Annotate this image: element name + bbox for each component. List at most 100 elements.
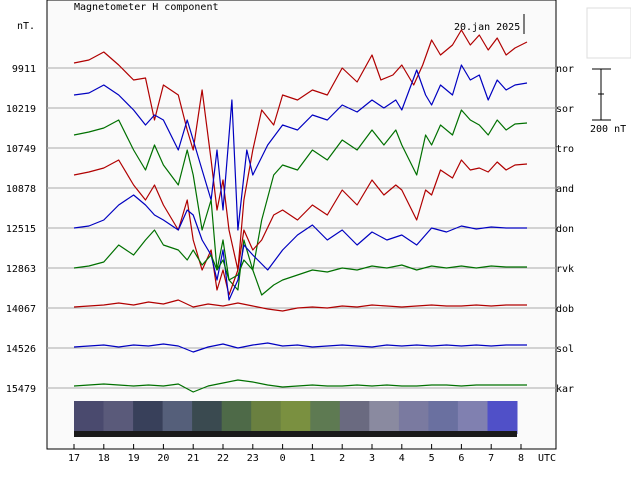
keogram-column (280, 401, 289, 434)
station-label-tro: tro (556, 144, 574, 155)
series-line-and (73, 159, 528, 296)
x-tick-label: 18 (98, 453, 110, 464)
keogram-column (450, 401, 459, 434)
x-tick-label: 20 (157, 453, 169, 464)
keogram-column (465, 401, 474, 434)
y-unit-label: nT. (17, 21, 35, 32)
x-unit-label: UTC (538, 453, 556, 464)
series-traces (73, 29, 528, 393)
keogram-column (273, 401, 282, 434)
keogram-column (88, 401, 97, 434)
baseline-value-and: 10878 (6, 184, 36, 195)
station-label-and: and (556, 184, 574, 195)
baseline-value-sor: 10219 (6, 104, 36, 115)
keogram-column (443, 401, 452, 434)
keogram-column (229, 401, 237, 434)
baseline-value-tro: 10749 (6, 144, 36, 155)
plot-area (46, 0, 557, 450)
x-tick-label: 17 (68, 453, 80, 464)
x-tick-label: 1 (309, 453, 315, 464)
keogram-column (214, 401, 223, 434)
keogram-column (192, 401, 200, 434)
keogram-column (317, 401, 326, 434)
keogram-column (118, 401, 127, 434)
keogram-column (376, 401, 385, 434)
keogram-column (170, 401, 178, 434)
date-label: 20.jan 2025 (454, 22, 520, 33)
keogram-column (339, 401, 348, 434)
keogram-column (288, 401, 296, 434)
x-tick-label: 21 (187, 453, 199, 464)
keogram-column (310, 401, 319, 434)
keogram-column (369, 401, 378, 434)
x-tick-label: 3 (369, 453, 375, 464)
baseline-labels: 9911 10219 10749 10878 12515 12863 14067 14526 1… (6, 64, 36, 395)
keogram-column (509, 401, 518, 434)
baseline-value-rvk: 12863 (6, 264, 36, 275)
keogram-column (494, 401, 503, 434)
baseline-value-nor: 9911 (12, 64, 36, 75)
keogram-column (487, 401, 496, 434)
keogram-column (177, 401, 186, 434)
keogram-column (81, 401, 90, 434)
station-label-sor: sor (556, 104, 574, 115)
station-label-rvk: rvk (556, 264, 574, 275)
station-labels: nor sor tro and don rvk dob sol kar (556, 64, 574, 395)
keogram-ground-band (74, 431, 517, 437)
keogram-column (221, 401, 230, 434)
station-label-don: don (556, 224, 574, 235)
keogram-column (236, 401, 245, 434)
keogram-column (398, 401, 407, 434)
series-line-rvk (73, 229, 527, 296)
x-tick-label: 0 (280, 453, 286, 464)
x-tick-label: 5 (429, 453, 435, 464)
chart-title: Magnetometer H component (74, 2, 219, 13)
x-tick-label: 19 (128, 453, 140, 464)
baseline-value-don: 12515 (6, 224, 36, 235)
keogram-column (406, 401, 415, 434)
keogram-column (480, 401, 488, 434)
series-line-sol (73, 342, 527, 353)
station-label-kar: kar (556, 384, 574, 395)
station-label-nor: nor (556, 64, 574, 75)
keogram-column (140, 401, 149, 434)
series-line-dob (73, 299, 527, 312)
keogram-column (162, 401, 171, 434)
series-line-nor (73, 29, 528, 271)
series-line-sor (73, 64, 528, 231)
keogram-column (184, 401, 193, 434)
x-tick-label: 6 (458, 453, 464, 464)
x-tick-label: 2 (339, 453, 345, 464)
keogram-column (354, 401, 363, 434)
keogram-column (258, 401, 267, 434)
keogram-column (502, 401, 511, 434)
x-axis-ticks: 17 18 19 20 21 22 23 0 1 2 3 4 5 6 7 8 (68, 444, 524, 464)
keogram-column (74, 401, 82, 434)
baseline-value-dob: 14067 (6, 304, 36, 315)
keogram-column (243, 401, 252, 434)
scale-bar-label: 200 nT (590, 124, 626, 135)
keogram-column (428, 401, 437, 434)
x-tick-label: 23 (247, 453, 259, 464)
legend-box (586, 7, 631, 59)
keogram-column (472, 401, 481, 434)
keogram-column (391, 401, 400, 434)
keogram-column (384, 401, 392, 434)
keogram-column (199, 401, 208, 434)
x-tick-label: 8 (518, 453, 524, 464)
x-tick-label: 7 (488, 453, 494, 464)
series-line-don (73, 194, 527, 301)
series-line-tro (73, 109, 528, 291)
series-line-kar (73, 379, 527, 393)
keogram-column (347, 401, 356, 434)
keogram-column (147, 401, 156, 434)
keogram-column (325, 401, 333, 434)
baseline-value-sol: 14526 (6, 344, 36, 355)
keogram-column (206, 401, 215, 434)
baseline-value-kar: 15479 (6, 384, 36, 395)
keogram-column (295, 401, 304, 434)
keogram-column (435, 401, 444, 434)
keogram-column (332, 401, 341, 434)
keogram-column (96, 401, 105, 434)
